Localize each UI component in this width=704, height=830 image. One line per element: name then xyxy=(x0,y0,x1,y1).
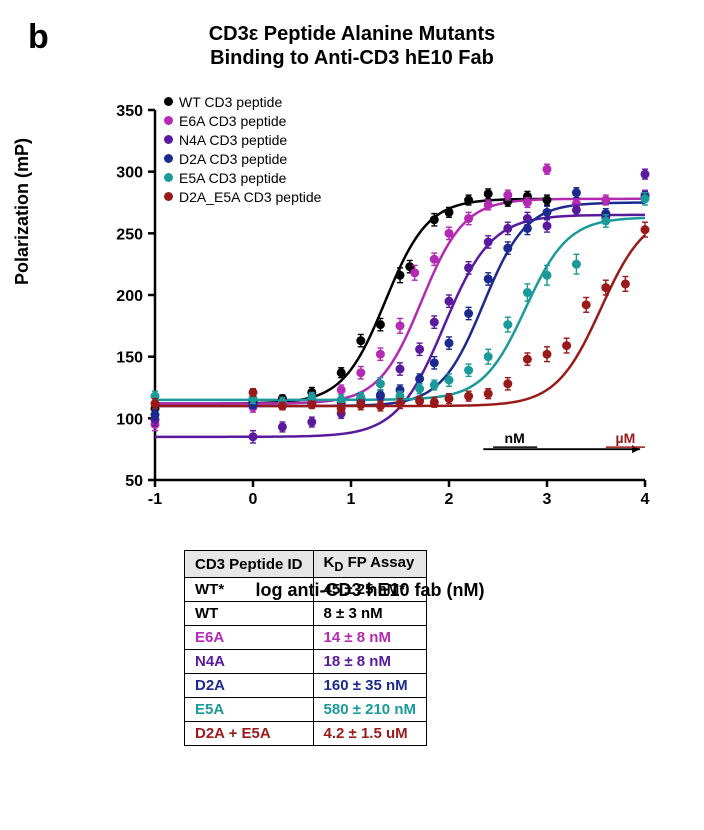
svg-text:µM: µM xyxy=(616,430,636,446)
peptide-id-cell: N4A xyxy=(185,650,314,674)
table-row: E6A14 ± 8 nM xyxy=(185,626,427,650)
kd-value-cell: 45 ± 25 nM* xyxy=(313,578,426,602)
svg-text:200: 200 xyxy=(116,288,143,305)
y-axis-label: Polarization (mP) xyxy=(12,138,33,285)
svg-text:300: 300 xyxy=(116,165,143,182)
legend-marker xyxy=(164,192,173,201)
svg-text:250: 250 xyxy=(116,226,143,243)
legend-item: E6A CD3 peptide xyxy=(164,111,321,130)
svg-text:2: 2 xyxy=(445,491,454,508)
table-header-kd: KD FP Assay xyxy=(313,551,426,578)
title-line2: Binding to Anti-CD3 hE10 Fab xyxy=(210,47,494,69)
kd-value-cell: 14 ± 8 nM xyxy=(313,626,426,650)
chart-title: CD3ε Peptide Alanine Mutants Binding to … xyxy=(0,22,704,70)
svg-text:-1: -1 xyxy=(148,491,162,508)
table-row: E5A580 ± 210 nM xyxy=(185,698,427,722)
table-header-id: CD3 Peptide ID xyxy=(185,551,314,578)
peptide-id-cell: E6A xyxy=(185,626,314,650)
legend: WT CD3 peptide E6A CD3 peptide N4A CD3 pep… xyxy=(164,92,321,206)
peptide-id-cell: D2A xyxy=(185,674,314,698)
title-line1: CD3ε Peptide Alanine Mutants xyxy=(209,23,496,45)
svg-text:150: 150 xyxy=(116,350,143,367)
kd-value-cell: 18 ± 8 nM xyxy=(313,650,426,674)
legend-item: D2A_E5A CD3 peptide xyxy=(164,187,321,206)
legend-label: E5A CD3 peptide xyxy=(179,170,286,186)
svg-text:4: 4 xyxy=(641,491,650,508)
legend-item: E5A CD3 peptide xyxy=(164,168,321,187)
legend-label: E6A CD3 peptide xyxy=(179,113,286,129)
legend-label: D2A_E5A CD3 peptide xyxy=(179,189,321,205)
peptide-id-cell: WT xyxy=(185,602,314,626)
kd-value-cell: 4.2 ± 1.5 uM xyxy=(313,722,426,746)
legend-marker xyxy=(164,173,173,182)
table-row: D2A160 ± 35 nM xyxy=(185,674,427,698)
svg-text:350: 350 xyxy=(116,103,143,120)
polarization-chart: -1 0 1 2 3 4 50 100 150 200 250 300 350 nM µM xyxy=(70,85,670,525)
kd-value-cell: 8 ± 3 nM xyxy=(313,602,426,626)
svg-text:50: 50 xyxy=(125,473,143,490)
legend-marker xyxy=(164,116,173,125)
kd-value-cell: 160 ± 35 nM xyxy=(313,674,426,698)
table-row: WT*45 ± 25 nM* xyxy=(185,578,427,602)
legend-item: N4A CD3 peptide xyxy=(164,130,321,149)
table-row: WT8 ± 3 nM xyxy=(185,602,427,626)
legend-label: N4A CD3 peptide xyxy=(179,132,287,148)
legend-marker xyxy=(164,135,173,144)
svg-text:3: 3 xyxy=(543,491,552,508)
legend-item: WT CD3 peptide xyxy=(164,92,321,111)
peptide-id-cell: WT* xyxy=(185,578,314,602)
peptide-id-cell: E5A xyxy=(185,698,314,722)
svg-text:0: 0 xyxy=(249,491,258,508)
kd-table: CD3 Peptide ID KD FP Assay WT*45 ± 25 nM… xyxy=(184,550,427,746)
table-row: D2A + E5A4.2 ± 1.5 uM xyxy=(185,722,427,746)
legend-item: D2A CD3 peptide xyxy=(164,149,321,168)
legend-label: WT CD3 peptide xyxy=(179,94,282,110)
legend-label: D2A CD3 peptide xyxy=(179,151,287,167)
chart-area: -1 0 1 2 3 4 50 100 150 200 250 300 350 nM µM WT CD3 p… xyxy=(70,85,670,525)
svg-text:1: 1 xyxy=(347,491,356,508)
legend-marker xyxy=(164,154,173,163)
table-row: N4A18 ± 8 nM xyxy=(185,650,427,674)
legend-marker xyxy=(164,97,173,106)
svg-text:nM: nM xyxy=(505,430,525,446)
svg-text:100: 100 xyxy=(116,411,143,428)
peptide-id-cell: D2A + E5A xyxy=(185,722,314,746)
kd-value-cell: 580 ± 210 nM xyxy=(313,698,426,722)
